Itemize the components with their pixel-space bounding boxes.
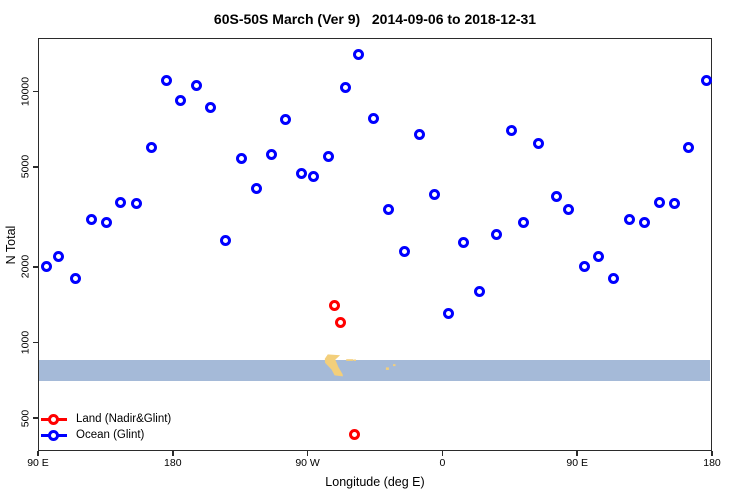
y-tick bbox=[33, 166, 38, 168]
data-point-ocean bbox=[219, 234, 231, 246]
data-point-ocean bbox=[682, 141, 694, 153]
data-point-ocean bbox=[266, 149, 278, 161]
data-point-ocean bbox=[323, 151, 335, 163]
y-tick-label: 1000 bbox=[19, 330, 32, 355]
data-point-ocean bbox=[457, 237, 469, 249]
data-point-ocean bbox=[69, 272, 81, 284]
data-point-ocean bbox=[339, 81, 351, 93]
x-axis-title: Longitude (deg E) bbox=[325, 475, 425, 489]
x-tick-label: 90 E bbox=[566, 457, 588, 469]
x-tick bbox=[441, 451, 444, 456]
legend-circle bbox=[48, 413, 59, 425]
y-axis-title: N Total bbox=[4, 225, 18, 265]
data-point-ocean bbox=[505, 124, 517, 136]
y-tick bbox=[33, 341, 38, 344]
data-point-ocean bbox=[101, 217, 113, 229]
legend-circle bbox=[48, 429, 59, 441]
data-point-ocean bbox=[592, 251, 604, 262]
data-point-ocean bbox=[562, 203, 574, 215]
x-tick bbox=[711, 451, 713, 456]
data-point-ocean bbox=[368, 112, 379, 124]
data-point-ocean bbox=[114, 197, 126, 209]
y-tick-label: 5000 bbox=[19, 155, 32, 179]
data-point-land bbox=[329, 300, 341, 312]
data-point-ocean bbox=[474, 285, 486, 297]
data-point-ocean bbox=[53, 251, 65, 262]
latitude-band bbox=[39, 359, 710, 382]
x-tick bbox=[576, 451, 578, 456]
data-point-ocean bbox=[442, 308, 454, 320]
legend-item-land: Land (Nadir&Glint) bbox=[41, 412, 171, 426]
y-tick-label: 500 bbox=[19, 409, 32, 427]
data-point-ocean bbox=[654, 197, 666, 209]
y-tick-label: 10000 bbox=[19, 76, 32, 106]
data-point-ocean bbox=[382, 203, 394, 215]
data-point-ocean bbox=[624, 213, 636, 225]
data-point-land bbox=[335, 317, 347, 329]
x-tick-label: 180 bbox=[703, 457, 721, 469]
data-point-ocean bbox=[296, 168, 308, 180]
data-point-ocean bbox=[532, 137, 544, 149]
data-point-ocean bbox=[414, 129, 426, 141]
y-tick bbox=[33, 90, 38, 93]
x-tick bbox=[172, 451, 174, 456]
ocean-marker-icon bbox=[41, 429, 67, 441]
data-point-ocean bbox=[700, 75, 712, 87]
data-point-ocean bbox=[669, 197, 681, 209]
data-point-ocean bbox=[308, 170, 320, 182]
data-point-ocean bbox=[146, 141, 158, 153]
y-tick bbox=[33, 417, 38, 419]
legend-label-land: Land (Nadir&Glint) bbox=[76, 413, 172, 425]
legend: Land (Nadir&Glint) Ocean (Glint) bbox=[41, 412, 171, 444]
data-point-ocean bbox=[399, 246, 411, 258]
data-point-ocean bbox=[236, 153, 248, 165]
x-tick-label: 180 bbox=[164, 457, 182, 469]
chart-title: 60S-50S March (Ver 9) 2014-09-06 to 2018… bbox=[213, 11, 537, 27]
data-point-land bbox=[348, 429, 360, 441]
plot-area bbox=[38, 38, 712, 451]
data-point-ocean bbox=[131, 197, 143, 209]
data-point-ocean bbox=[174, 94, 186, 106]
x-tick-label: 90 E bbox=[27, 457, 49, 469]
data-point-ocean bbox=[639, 217, 651, 229]
data-point-ocean bbox=[517, 217, 529, 229]
data-point-ocean bbox=[550, 191, 562, 203]
data-point-ocean bbox=[204, 102, 216, 114]
data-point-ocean bbox=[607, 272, 619, 284]
data-point-ocean bbox=[161, 75, 173, 87]
data-point-ocean bbox=[490, 228, 502, 240]
land-marker-icon bbox=[41, 413, 67, 425]
data-point-ocean bbox=[251, 183, 263, 195]
data-point-ocean bbox=[353, 49, 365, 61]
legend-item-ocean: Ocean (Glint) bbox=[41, 428, 171, 442]
data-point-ocean bbox=[579, 261, 591, 273]
data-point-ocean bbox=[429, 188, 441, 200]
x-tick-label: 0 bbox=[439, 457, 446, 469]
data-point-ocean bbox=[41, 261, 53, 273]
data-point-ocean bbox=[191, 80, 203, 92]
data-point-ocean bbox=[279, 114, 291, 126]
data-point-ocean bbox=[86, 213, 98, 225]
x-tick-label: 90 W bbox=[295, 457, 320, 469]
y-tick-label: 2000 bbox=[19, 255, 32, 279]
x-tick bbox=[306, 451, 309, 456]
y-tick bbox=[33, 266, 38, 268]
x-tick bbox=[37, 451, 39, 456]
legend-label-ocean: Ocean (Glint) bbox=[76, 429, 145, 441]
